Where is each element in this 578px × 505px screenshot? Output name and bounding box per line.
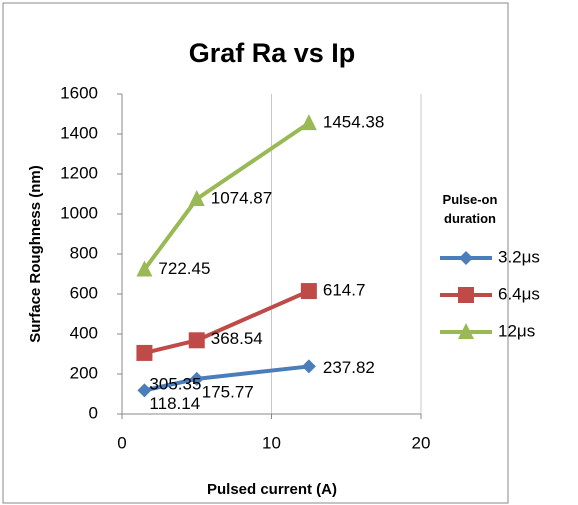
y-tick-label: 1200 [60,163,98,182]
x-tick-label: 10 [262,433,281,452]
marker [188,332,205,349]
y-axis-label: Surface Roughness (nm) [27,165,44,343]
y-tick-label: 1600 [60,83,98,102]
marker [458,323,474,339]
data-label: 175.77 [202,382,254,401]
y-tick-label: 1000 [60,203,98,222]
legend-label: 3.2μs [498,247,540,266]
marker [136,344,153,361]
x-tick-label: 0 [117,433,126,452]
legend-label: 6.4μs [498,284,540,303]
data-label: 305.35 [149,374,201,393]
legend-title-box: Pulse-on duration [442,192,498,226]
data-label: 1454.38 [323,113,384,132]
x-tick-label: 20 [412,433,431,452]
marker [300,283,317,300]
y-tick-label: 1400 [60,123,98,142]
y-tick-label: 0 [89,403,98,422]
data-label: 1074.87 [211,189,272,208]
marker [458,287,474,303]
chart-title: Graf Ra vs Ip [189,38,356,68]
data-label: 118.14 [149,394,200,413]
marker [136,260,153,277]
marker [459,251,473,265]
y-tick-label: 200 [70,363,98,382]
data-label: 368.54 [211,329,263,348]
legend-label: 12μs [498,321,535,340]
legend-title: Pulse-on duration [442,192,498,226]
data-label: 237.82 [323,358,375,377]
marker [300,114,317,131]
y-tick-label: 400 [70,323,98,342]
marker [189,371,204,386]
chart-border [2,2,509,504]
x-axis-label: Pulsed current (A) [207,481,337,498]
data-label: 614.7 [323,281,366,300]
marker [301,359,316,374]
y-tick-label: 800 [70,243,98,262]
marker [137,383,152,398]
data-label: 722.45 [158,259,210,278]
y-tick-label: 600 [70,283,98,302]
marker [188,190,205,207]
